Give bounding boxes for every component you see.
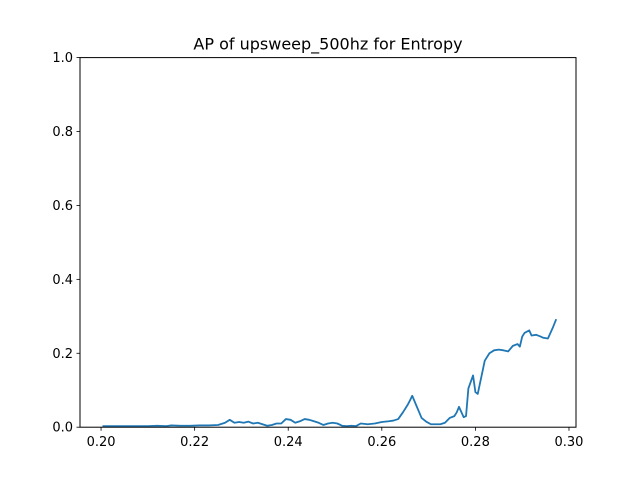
x-tick-label: 0.24	[274, 435, 303, 450]
y-axis-ticks: 0.0 0.2 0.4 0.6 0.8 1.0	[52, 51, 80, 436]
y-tick-label: 0.6	[52, 199, 73, 214]
x-tick-label: 0.20	[87, 435, 116, 450]
x-axis-ticks: 0.20 0.22 0.24 0.26 0.28 0.30	[87, 427, 584, 450]
x-tick-label: 0.26	[367, 435, 396, 450]
x-tick-label: 0.28	[461, 435, 490, 450]
y-tick-label: 0.2	[52, 347, 73, 362]
chart-title: AP of upsweep_500hz for Entropy	[193, 35, 462, 55]
series-line	[102, 318, 558, 427]
plot-frame	[79, 57, 577, 428]
y-tick-label: 0.0	[52, 421, 73, 436]
x-tick-label: 0.22	[180, 435, 209, 450]
y-tick-label: 0.4	[52, 273, 73, 288]
y-tick-label: 1.0	[52, 51, 73, 66]
x-tick-label: 0.30	[555, 435, 584, 450]
y-tick-label: 0.8	[52, 125, 73, 140]
